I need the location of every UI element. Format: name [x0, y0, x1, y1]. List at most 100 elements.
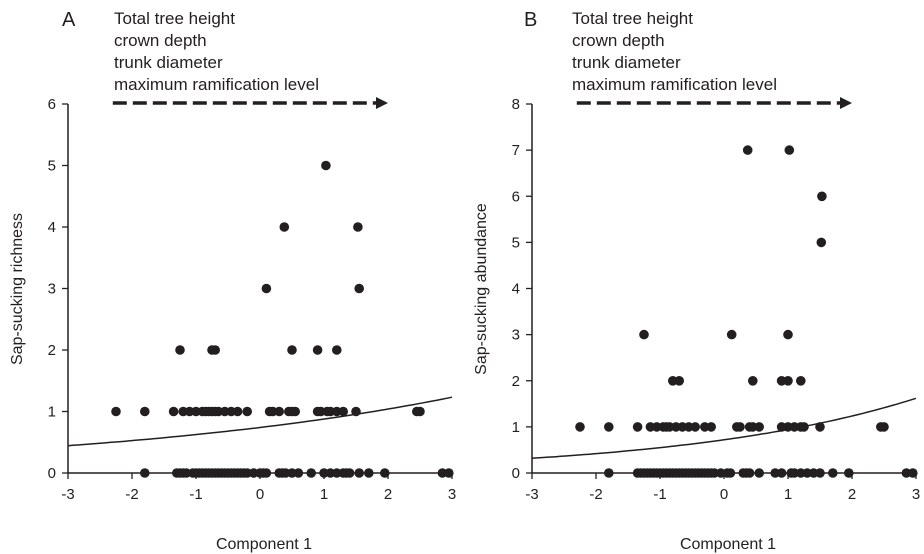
data-point	[344, 468, 355, 478]
panel-label: A	[62, 9, 76, 31]
x-tick-label: -3	[525, 486, 538, 503]
panel-a: A Total tree height crown depth trunk di…	[9, 9, 456, 553]
data-point	[111, 406, 121, 417]
x-tick-label: -1	[653, 486, 666, 503]
data-point	[748, 376, 758, 386]
y-tick-label: 4	[48, 219, 56, 236]
panel-b: B Total tree height crown depth trunk di…	[473, 9, 920, 553]
data-point	[261, 468, 272, 478]
data-point	[140, 468, 150, 478]
x-tick-label: 0	[256, 486, 264, 503]
data-point	[690, 422, 700, 432]
data-point	[742, 145, 753, 155]
data-point	[175, 345, 185, 355]
data-point	[290, 406, 301, 417]
x-tick-label: -1	[189, 486, 202, 503]
x-axis-label: Component 1	[216, 536, 312, 553]
data-point	[815, 468, 825, 478]
data-point	[674, 376, 684, 386]
data-point	[844, 468, 854, 478]
data-point	[279, 222, 290, 232]
data-point	[380, 468, 390, 478]
data-point	[783, 329, 793, 340]
fit-curve	[531, 397, 917, 459]
data-point	[364, 468, 374, 478]
data-point	[261, 283, 272, 294]
data-point	[735, 422, 745, 432]
annotation-line: trunk diameter	[572, 53, 681, 72]
x-tick-label: 1	[320, 486, 328, 503]
y-tick-label: 3	[48, 281, 56, 298]
data-point	[754, 422, 764, 432]
data-point	[604, 422, 614, 432]
data-point	[744, 468, 755, 478]
arrow-head	[376, 97, 388, 109]
data-point	[816, 237, 827, 248]
data-point	[908, 468, 918, 478]
fit-curve	[67, 396, 453, 447]
data-point	[726, 329, 737, 340]
y-tick-label: 2	[48, 342, 56, 359]
x-tick-label: -3	[61, 486, 74, 503]
data-point	[415, 406, 425, 417]
y-tick-label: 1	[48, 404, 56, 421]
annotation-line: maximum ramification level	[572, 75, 777, 94]
y-tick-label: 2	[512, 373, 520, 390]
data-point	[879, 422, 889, 432]
data-point	[232, 406, 243, 417]
data-point	[444, 468, 454, 478]
data-point	[784, 145, 795, 155]
data-point	[604, 468, 614, 478]
data-point	[828, 468, 838, 478]
y-tick-label: 7	[512, 142, 520, 159]
data-point	[321, 160, 331, 171]
data-point	[706, 422, 716, 432]
y-tick-label: 5	[48, 158, 56, 175]
panel-label: B	[524, 9, 537, 31]
y-axis-label: Sap-sucking richness	[9, 213, 26, 365]
x-tick-label: 2	[384, 486, 392, 503]
data-point	[274, 406, 285, 417]
x-axis-label: Component 1	[680, 536, 776, 553]
annotation-line: trunk diameter	[114, 53, 223, 72]
data-point	[293, 468, 304, 478]
annotation-line: Total tree height	[114, 9, 235, 28]
data-point	[306, 468, 317, 478]
x-tick-label: 0	[720, 486, 728, 503]
data-point	[351, 406, 361, 417]
data-point	[725, 468, 736, 478]
data-point	[168, 406, 179, 417]
x-tick-label: 1	[784, 486, 792, 503]
data-point	[817, 191, 827, 202]
y-tick-label: 3	[512, 327, 520, 344]
y-tick-label: 6	[48, 96, 56, 113]
data-point	[799, 422, 809, 432]
x-tick-label: 2	[848, 486, 856, 503]
y-tick-label: 4	[512, 281, 520, 298]
annotation-line: Total tree height	[572, 9, 693, 28]
data-point	[242, 406, 252, 417]
arrow-head	[840, 97, 852, 109]
data-point	[353, 222, 363, 232]
y-tick-label: 0	[512, 465, 520, 482]
data-point	[210, 345, 220, 355]
y-tick-label: 5	[512, 234, 520, 251]
y-tick-label: 1	[512, 419, 520, 436]
annotation-line: crown depth	[114, 31, 207, 50]
x-tick-label: 3	[448, 486, 456, 503]
data-point	[815, 422, 825, 432]
x-tick-label: 3	[912, 486, 920, 503]
y-axis-label: Sap-sucking abundance	[473, 203, 490, 375]
data-point	[783, 376, 793, 386]
data-point	[776, 468, 787, 478]
data-point	[639, 329, 649, 340]
data-point	[332, 345, 342, 355]
data-point	[632, 422, 643, 432]
y-tick-label: 0	[48, 465, 56, 482]
y-tick-label: 6	[512, 188, 520, 205]
data-point	[287, 345, 297, 355]
data-point	[140, 406, 150, 417]
data-point	[796, 376, 806, 386]
y-tick-label: 8	[512, 96, 520, 113]
